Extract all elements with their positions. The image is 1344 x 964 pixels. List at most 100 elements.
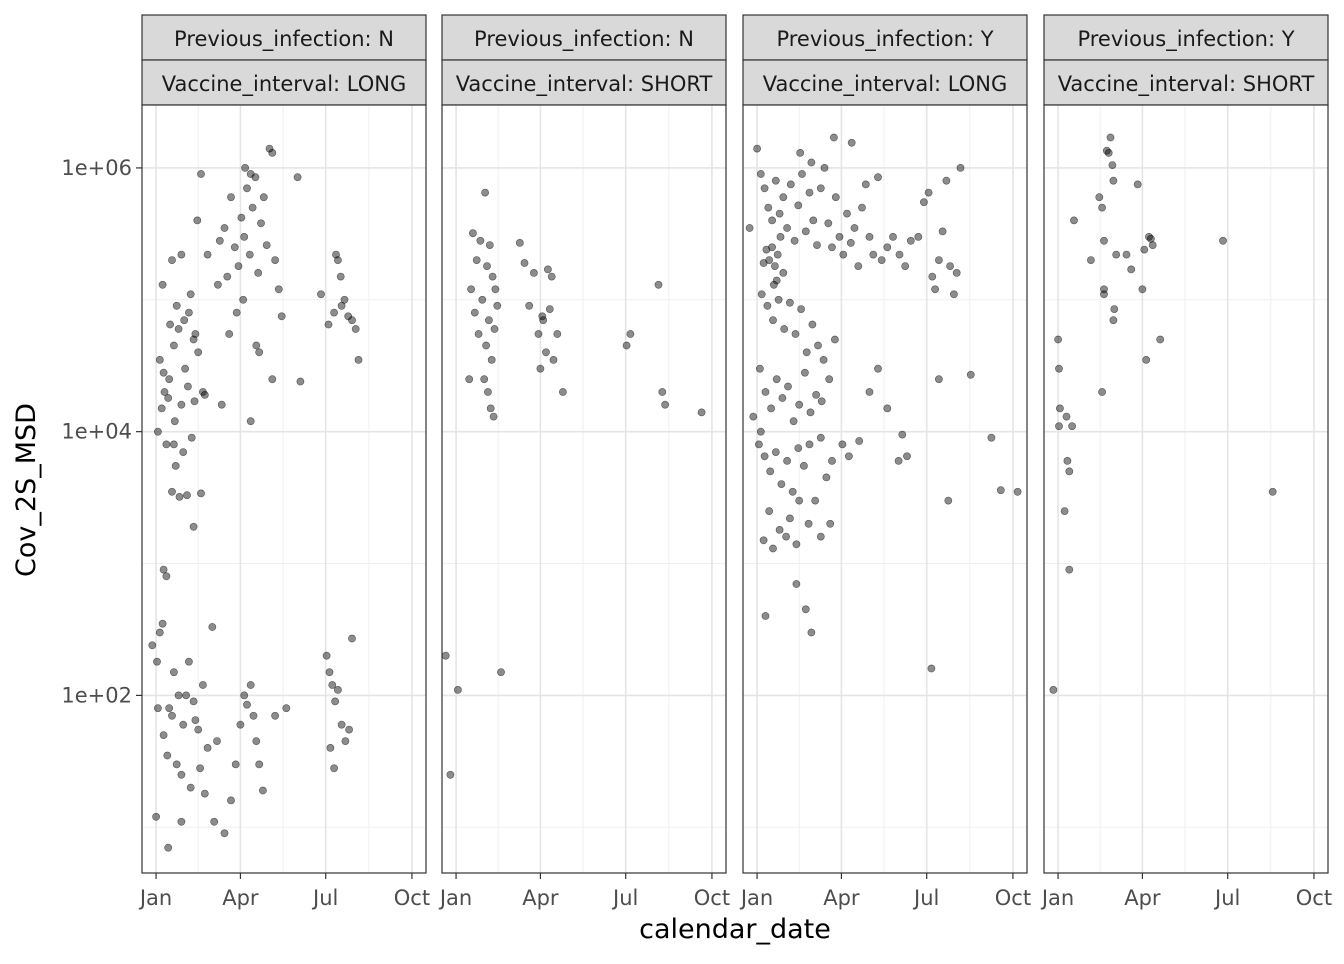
data-point <box>481 188 489 197</box>
data-point <box>828 243 836 252</box>
data-point <box>446 770 455 779</box>
data-point <box>252 737 261 745</box>
data-point <box>553 330 562 338</box>
data-point <box>442 651 450 660</box>
data-point <box>545 305 554 313</box>
data-point <box>1049 686 1058 694</box>
data-point <box>817 397 826 406</box>
data-point <box>534 330 543 338</box>
data-point <box>766 467 775 476</box>
data-point <box>966 370 975 379</box>
panel-border <box>742 104 1028 874</box>
data-point <box>1070 216 1078 225</box>
data-point <box>174 691 183 700</box>
data-point <box>806 408 815 417</box>
data-point <box>769 544 777 553</box>
data-point <box>830 133 838 142</box>
data-point <box>487 355 496 364</box>
data-point <box>776 232 785 241</box>
data-point <box>157 404 166 413</box>
data-point <box>182 691 190 700</box>
data-point <box>1140 245 1149 254</box>
x-tick-label: Jul <box>912 886 939 910</box>
x-tick-label: Jul <box>311 886 338 910</box>
points-layer <box>148 144 363 852</box>
strip-bottom-label: Vaccine_interval: LONG <box>763 72 1008 97</box>
data-point <box>337 720 346 729</box>
data-point <box>177 400 186 409</box>
data-point <box>158 280 167 289</box>
grid <box>743 105 1027 873</box>
data-point <box>536 364 545 373</box>
data-point <box>248 203 257 212</box>
data-point <box>938 227 947 236</box>
data-point <box>753 144 761 153</box>
data-point <box>243 700 251 709</box>
facet-panel: Previous_infection: Y Vaccine_interval: S… <box>1040 14 1332 910</box>
data-point <box>1156 335 1165 344</box>
data-point <box>341 737 350 745</box>
data-point <box>252 341 261 350</box>
data-point <box>183 382 192 391</box>
data-point <box>790 236 799 245</box>
data-point <box>1133 180 1142 189</box>
data-point <box>1102 146 1111 155</box>
data-point <box>345 725 353 734</box>
data-point <box>525 301 534 310</box>
data-point <box>1063 456 1072 465</box>
data-point <box>770 280 778 289</box>
data-point <box>805 188 814 197</box>
data-point <box>920 198 928 207</box>
data-point <box>874 173 882 182</box>
data-point <box>786 298 794 307</box>
data-point <box>488 272 497 281</box>
data-point <box>194 725 203 734</box>
data-point <box>846 238 855 247</box>
data-point <box>169 341 178 350</box>
data-point <box>759 536 768 545</box>
data-point <box>332 250 340 259</box>
data-point <box>831 193 840 202</box>
data-point <box>197 170 205 178</box>
data-point <box>159 368 168 377</box>
data-point <box>906 236 915 245</box>
data-point <box>874 364 882 373</box>
data-point <box>159 731 168 739</box>
x-tick-label: Apr <box>522 886 559 910</box>
data-point <box>1013 487 1022 496</box>
data-point <box>489 412 498 421</box>
data-point <box>811 496 820 505</box>
points-layer <box>442 188 706 779</box>
data-point <box>626 330 635 338</box>
data-point <box>771 262 779 270</box>
data-point <box>348 634 356 643</box>
data-point <box>330 764 338 773</box>
data-point <box>220 224 229 232</box>
x-axis-title: calendar_date <box>639 914 831 945</box>
data-point <box>453 686 462 694</box>
data-point <box>903 452 911 461</box>
panels-layer: Previous_infection: N Vaccine_interval: L… <box>138 14 1332 910</box>
facet-panel: Previous_infection: N Vaccine_interval: L… <box>138 14 430 910</box>
data-point <box>797 305 805 313</box>
data-point <box>1148 241 1157 249</box>
facet-panel: Previous_infection: N Vaccine_interval: S… <box>438 14 730 910</box>
data-point <box>351 325 360 333</box>
panel-background <box>1044 105 1328 873</box>
data-point <box>271 256 279 264</box>
data-point <box>883 243 892 252</box>
data-point <box>820 163 829 172</box>
data-point <box>828 456 836 465</box>
data-point <box>763 301 772 310</box>
y-tick-label: 1e+06 <box>61 156 132 180</box>
data-point <box>337 301 346 310</box>
data-point <box>165 375 174 384</box>
data-point <box>330 308 338 317</box>
data-point <box>197 489 205 498</box>
data-point <box>470 308 479 317</box>
data-point <box>774 295 783 304</box>
data-point <box>196 764 204 773</box>
data-point <box>348 316 356 325</box>
data-point <box>1100 236 1108 245</box>
